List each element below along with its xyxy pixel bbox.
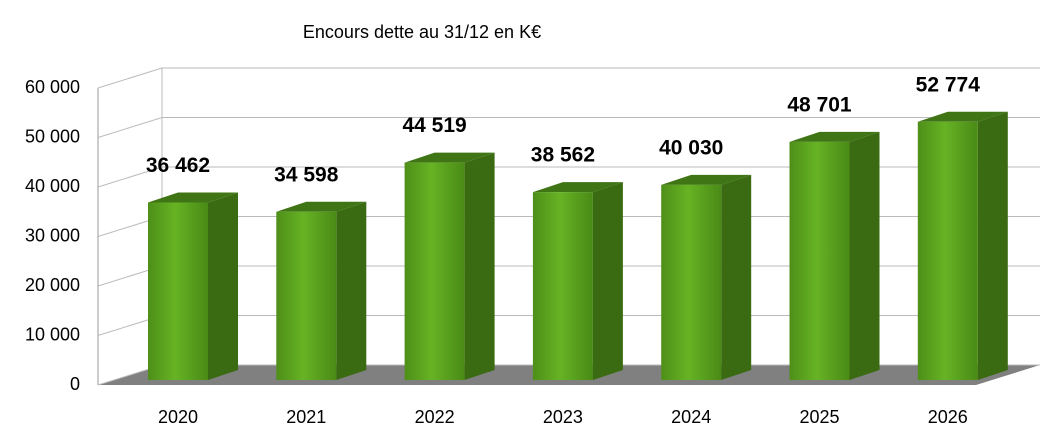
bar — [532, 182, 623, 380]
x-tick-label: 2023 — [543, 407, 583, 427]
x-tick-label: 2026 — [928, 407, 968, 427]
bar-face — [789, 131, 880, 142]
bar — [276, 201, 367, 380]
bar-face — [276, 211, 337, 380]
y-tick-label: 0 — [70, 374, 80, 394]
x-tick-label: 2022 — [415, 407, 455, 427]
bar-face — [721, 174, 752, 380]
y-tick-label: 50 000 — [25, 126, 80, 146]
value-label: 52 774 — [916, 73, 981, 96]
bar-face — [276, 201, 367, 212]
value-label: 44 519 — [402, 114, 466, 137]
bar-face — [464, 152, 495, 380]
bar-face — [592, 182, 623, 380]
x-tick-label: 2024 — [671, 407, 711, 427]
y-tick-label: 40 000 — [25, 176, 80, 196]
bar-face — [789, 141, 850, 380]
grid-line — [97, 117, 1040, 138]
x-tick-label: 2020 — [158, 407, 198, 427]
y-tick-label: 60 000 — [25, 77, 80, 97]
value-label: 36 462 — [146, 154, 210, 177]
y-tick-label: 30 000 — [25, 225, 80, 245]
bar-face — [977, 111, 1008, 380]
bar-face — [917, 111, 1008, 122]
bar-face — [336, 201, 367, 380]
x-tick-label: 2021 — [286, 407, 326, 427]
bar-face — [404, 162, 465, 380]
grid-line — [97, 67, 1040, 89]
bar-face — [404, 152, 495, 163]
value-label: 40 030 — [659, 136, 723, 159]
chart-title: Encours dette au 31/12 en K€ — [303, 22, 541, 42]
bar — [148, 192, 238, 380]
bar-face — [661, 174, 752, 185]
bar-face — [532, 182, 623, 193]
value-label: 48 701 — [787, 93, 852, 116]
bar-face — [849, 131, 880, 380]
bar-face — [148, 202, 208, 380]
bar-face — [532, 192, 593, 380]
x-tick-label: 2025 — [799, 407, 839, 427]
bar-face — [208, 192, 238, 380]
y-tick-label: 20 000 — [25, 275, 80, 295]
y-tick-label: 10 000 — [25, 324, 80, 344]
bar — [661, 174, 752, 380]
value-label: 38 562 — [531, 144, 595, 167]
bar-face — [661, 184, 722, 380]
value-label: 34 598 — [274, 163, 339, 186]
bar — [404, 152, 495, 380]
grid-line — [97, 166, 1040, 188]
bar — [917, 111, 1008, 380]
bar — [789, 131, 880, 380]
bar-face — [148, 192, 238, 203]
bar-face — [917, 121, 978, 380]
